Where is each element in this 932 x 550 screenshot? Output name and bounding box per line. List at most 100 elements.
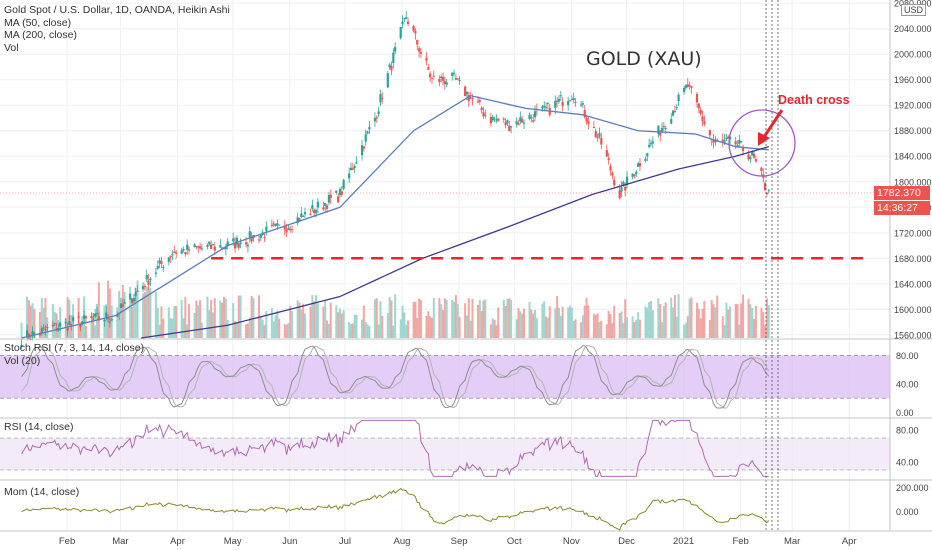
volume-bar [315, 295, 318, 338]
candle-body [257, 239, 261, 241]
volume-bar [195, 300, 198, 338]
x-tick-label: Mar [112, 536, 128, 547]
volume-bar [662, 306, 665, 338]
volume-bar [489, 324, 492, 338]
annotations [0, 0, 890, 530]
candle-body [77, 316, 80, 318]
candle-body [476, 101, 480, 103]
candle-body [594, 131, 597, 137]
stoch-rsi-label[interactable]: Stoch RSI (7, 3, 14, 14, close) [4, 342, 145, 354]
rsi-line [21, 419, 769, 477]
candle-body [123, 302, 126, 304]
candle-body [167, 257, 170, 262]
volume-bar [600, 321, 603, 338]
y-tick-label: 40.00 [896, 379, 919, 389]
volume-bar [762, 311, 765, 338]
volume-bar [491, 318, 494, 338]
volume-bar [210, 299, 213, 338]
candle-body [749, 157, 752, 160]
volume-bar [618, 313, 621, 338]
candle-body [235, 237, 238, 245]
volume-bar [33, 308, 36, 338]
volume-bar [611, 323, 614, 338]
arrow-head [758, 132, 770, 146]
volume-bar [556, 295, 559, 338]
candle-body [291, 229, 294, 231]
candle-body [677, 94, 680, 102]
volume-bar [40, 298, 43, 338]
volume-bar [464, 303, 467, 338]
volume-bar [340, 313, 343, 338]
candle-body [59, 322, 62, 327]
rsi-pane: 40.00 80.00 [0, 419, 919, 477]
volume-bar [605, 324, 608, 338]
volume-bar [478, 299, 481, 338]
legend-ma50[interactable]: MA (50, close) [4, 16, 72, 29]
volume-bar [523, 308, 525, 338]
volume-bar [626, 317, 629, 338]
candle-body [90, 316, 93, 318]
volume-bar [585, 298, 588, 338]
legend-vol[interactable]: Vol [4, 41, 19, 54]
volume-bar [686, 316, 689, 338]
candle-body [673, 110, 677, 113]
volume-bar [94, 325, 97, 338]
volume-bar [554, 308, 557, 338]
y-tick-label: 2000.000 [894, 50, 932, 60]
candle-body [721, 139, 724, 142]
volume-bar [390, 300, 393, 338]
candle-body [316, 201, 319, 208]
candle-body [624, 186, 627, 191]
candle-body [495, 119, 498, 121]
volume-bar [580, 322, 583, 338]
volume-bar [130, 306, 133, 338]
volume-bar [248, 317, 251, 338]
title-annotation: GOLD (XAU) [586, 48, 702, 70]
volume-bar [245, 324, 248, 338]
volume-bar [622, 322, 625, 338]
candle-body [224, 247, 227, 250]
volume-bar [213, 298, 216, 338]
mom-label[interactable]: Mom (14, close) [4, 486, 80, 498]
volume-bar [136, 280, 139, 338]
price-candles [20, 10, 770, 349]
candle-body [355, 162, 358, 164]
currency-badge[interactable]: USD [900, 4, 926, 16]
volume-bar [502, 300, 505, 338]
stoch-d-line [21, 345, 770, 409]
vol20-label[interactable]: Vol (20) [4, 355, 41, 367]
volume-bar [631, 316, 634, 338]
candle-body [375, 117, 378, 119]
x-tick-label: 2021 [673, 536, 694, 547]
volume-bar [353, 314, 356, 338]
rsi-label[interactable]: RSI (14, close) [4, 421, 74, 433]
volume-bar [327, 323, 330, 338]
last-price-badge: 1782.370 [874, 186, 930, 200]
volume-bar [169, 317, 172, 338]
candle-body [502, 118, 505, 120]
candle-body [561, 101, 564, 107]
moving-averages [21, 94, 769, 339]
volume-bar [497, 307, 500, 338]
volume-bar [684, 322, 687, 338]
candle-body [211, 244, 215, 246]
volume-bar [493, 319, 496, 338]
candle-body [541, 106, 544, 109]
volume-bar [451, 299, 454, 338]
volume-bar [648, 301, 651, 338]
candle-body [725, 138, 728, 140]
candle-body [233, 242, 237, 249]
volume-bar [234, 321, 237, 338]
volume-bar [670, 297, 673, 338]
legend-symbol[interactable]: Gold Spot / U.S. Dollar, 1D, OANDA, Heik… [4, 4, 230, 16]
volume-bar [596, 313, 599, 338]
volume-bar [696, 302, 698, 338]
candle-body [648, 144, 651, 148]
candle-body [193, 244, 196, 247]
volume-bar [154, 291, 157, 338]
legend-ma200[interactable]: MA (200, close) [4, 29, 77, 41]
volume-bar [581, 315, 584, 338]
volume-bar [699, 318, 702, 338]
candle-body [119, 303, 123, 309]
